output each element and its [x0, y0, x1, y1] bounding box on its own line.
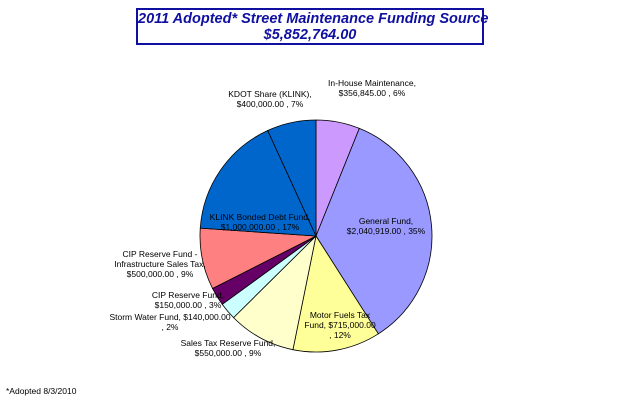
- footnote: *Adopted 8/3/2010: [6, 386, 77, 396]
- slice-label-kdot-share-klink-400-000-00-7: KDOT Share (KLINK), $400,000.00 , 7%: [228, 89, 311, 109]
- slice-label-cip-reserve-fund-150-000-00-3: CIP Reserve Fund, $150,000.00 , 3%: [152, 290, 224, 310]
- slice-label-sales-tax-reserve-fund-550-000-00-9: Sales Tax Reserve Fund, $550,000.00 , 9%: [181, 338, 276, 358]
- chart-title: 2011 Adopted* Street Maintenance Funding…: [138, 11, 489, 27]
- slice-label-klink-bonded-debt-fund-1-000-000-00-17: KLINK Bonded Debt Fund, $1,000,000.00 , 1…: [210, 212, 311, 232]
- chart-subtitle: $5,852,764.00: [263, 27, 357, 43]
- pie-slice-klink-bonded-debt-fund-1-000-000-00-17: [199, 129, 317, 237]
- slice-label-in-house-maintenance-356-845-00-6: In-House Maintenance, $356,845.00 , 6%: [328, 78, 416, 98]
- pie-slice-general-fund-2-040-919-00-35: [315, 127, 433, 335]
- pie-slice-kdot-share-klink-400-000-00-7: [267, 119, 317, 237]
- pie-slice-motor-fuels-tax-fund-715-000-00-12: [292, 234, 379, 353]
- slice-label-cip-reserve-fund-infrastructure-sales-ta: CIP Reserve Fund -Infrastructure Sales T…: [114, 249, 206, 279]
- chart-title-box: 2011 Adopted* Street Maintenance Funding…: [136, 8, 489, 45]
- slice-label-general-fund-2-040-919-00-35: General Fund, $2,040,919.00 , 35%: [347, 216, 426, 236]
- slice-label-motor-fuels-tax-fund-715-000-00-12: Motor Fuels Tax Fund, $715,000.00, 12%: [304, 310, 376, 340]
- slice-label-storm-water-fund-140-000-00-2: Storm Water Fund, $140,000.00, 2%: [109, 312, 230, 332]
